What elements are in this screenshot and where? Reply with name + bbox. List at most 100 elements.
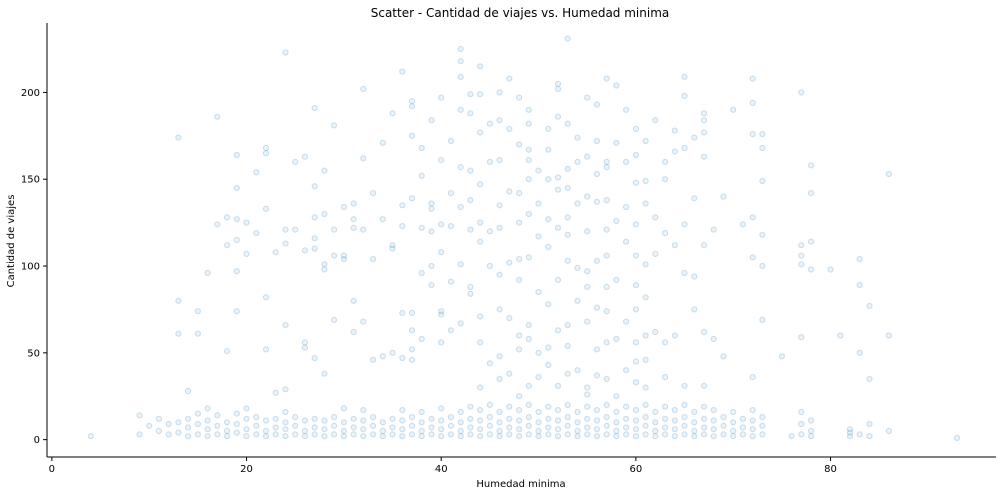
data-point (662, 415, 669, 422)
data-point (175, 134, 182, 141)
data-point (233, 236, 240, 244)
data-point (574, 264, 581, 271)
data-point (447, 414, 454, 421)
data-point (146, 422, 153, 429)
data-point (535, 408, 542, 415)
y-tick-label-0: 0 (34, 435, 40, 446)
data-point (331, 316, 338, 323)
data-point (652, 250, 659, 257)
data-point (292, 226, 299, 233)
data-point (477, 63, 484, 70)
y-tick-label-150: 150 (21, 175, 40, 186)
data-point (632, 221, 640, 228)
data-point (418, 144, 425, 152)
data-point (350, 415, 357, 422)
data-point (282, 433, 289, 440)
data-point (525, 414, 532, 421)
data-point (554, 382, 562, 389)
data-point (603, 375, 610, 382)
data-point (535, 427, 542, 435)
data-point (438, 94, 445, 101)
data-point (613, 393, 620, 400)
data-point (593, 346, 601, 353)
data-point (467, 403, 474, 410)
data-point (457, 203, 464, 211)
data-point (389, 245, 396, 252)
data-point (632, 417, 640, 424)
data-point (603, 252, 610, 259)
data-point (759, 431, 766, 438)
data-point (486, 401, 493, 408)
data-point (759, 144, 766, 152)
data-point (321, 417, 328, 424)
data-point (194, 410, 201, 417)
data-point (603, 308, 610, 315)
data-point (593, 417, 601, 424)
data-point (632, 282, 640, 289)
data-point (584, 228, 591, 235)
data-point (360, 417, 367, 424)
data-point (214, 412, 221, 419)
data-point (438, 426, 445, 433)
data-point (662, 339, 669, 346)
data-point (136, 412, 143, 419)
data-point (584, 384, 591, 391)
data-point (408, 309, 416, 316)
data-point (564, 257, 571, 264)
data-point (564, 35, 571, 42)
data-point (564, 214, 571, 221)
data-point (253, 169, 260, 176)
data-point (496, 419, 503, 426)
data-point (885, 427, 893, 435)
data-point (496, 408, 503, 415)
y-tick-label-100: 100 (21, 262, 40, 273)
data-point (253, 414, 260, 421)
data-point (155, 427, 162, 435)
data-point (243, 219, 250, 226)
data-point (545, 176, 552, 183)
data-point (681, 382, 688, 389)
data-point (272, 415, 279, 422)
data-point (642, 332, 649, 339)
data-point (340, 252, 347, 259)
data-point (350, 224, 357, 231)
data-point (447, 278, 454, 285)
data-point (730, 408, 737, 415)
data-point (447, 137, 454, 145)
data-point (516, 219, 523, 226)
data-point (837, 332, 844, 339)
data-point (506, 188, 513, 195)
data-point (623, 106, 630, 113)
data-point (506, 75, 513, 82)
data-point (428, 205, 435, 212)
data-point (282, 226, 289, 233)
data-point (603, 414, 610, 421)
data-point (253, 422, 260, 429)
data-point (554, 407, 562, 414)
data-point (438, 249, 445, 256)
data-point (642, 261, 649, 268)
data-point (87, 433, 94, 440)
data-point (593, 426, 601, 433)
data-point (798, 89, 805, 96)
data-point (613, 276, 620, 283)
data-point (389, 110, 396, 117)
data-point (350, 216, 357, 223)
data-point (311, 183, 318, 190)
data-point (798, 334, 805, 341)
data-point (457, 106, 464, 113)
data-point (457, 261, 464, 268)
data-point (370, 190, 377, 197)
data-point (136, 431, 143, 438)
data-point (224, 348, 231, 355)
data-point (370, 422, 377, 429)
data-point (720, 353, 727, 360)
data-point (808, 162, 815, 169)
data-point (165, 431, 172, 438)
data-point (350, 431, 357, 438)
data-point (233, 308, 240, 315)
data-point (486, 228, 493, 235)
data-point (720, 431, 727, 438)
data-point (350, 297, 357, 304)
x-axis-label: Humedad minima (476, 479, 565, 490)
